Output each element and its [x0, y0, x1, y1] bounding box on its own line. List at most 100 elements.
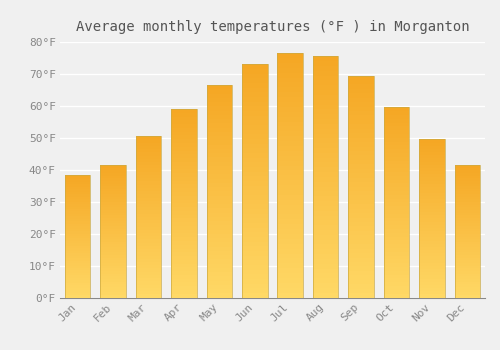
- Bar: [278, 53, 303, 298]
- Bar: [278, 102, 303, 107]
- Bar: [171, 181, 196, 184]
- Bar: [313, 71, 338, 76]
- Bar: [278, 131, 303, 136]
- Bar: [242, 106, 268, 111]
- Bar: [136, 226, 162, 230]
- Bar: [242, 288, 268, 293]
- Bar: [348, 258, 374, 262]
- Bar: [278, 170, 303, 175]
- Bar: [419, 203, 444, 206]
- Bar: [348, 204, 374, 209]
- Bar: [348, 164, 374, 169]
- Bar: [313, 187, 338, 191]
- Bar: [242, 158, 268, 162]
- Bar: [136, 207, 162, 210]
- Bar: [206, 230, 232, 234]
- Bar: [65, 206, 90, 209]
- Bar: [384, 111, 409, 115]
- Bar: [100, 295, 126, 298]
- Bar: [384, 142, 409, 146]
- Bar: [348, 231, 374, 235]
- Bar: [278, 244, 303, 248]
- Bar: [419, 266, 444, 269]
- Bar: [419, 146, 444, 149]
- Bar: [278, 253, 303, 258]
- Bar: [278, 63, 303, 68]
- Bar: [278, 175, 303, 180]
- Bar: [454, 205, 480, 207]
- Bar: [419, 275, 444, 279]
- Bar: [454, 250, 480, 252]
- Bar: [100, 263, 126, 266]
- Bar: [419, 291, 444, 294]
- Bar: [313, 158, 338, 162]
- Bar: [136, 175, 162, 178]
- Bar: [136, 172, 162, 175]
- Bar: [136, 217, 162, 220]
- Bar: [348, 116, 374, 120]
- Bar: [454, 279, 480, 282]
- Bar: [136, 291, 162, 294]
- Bar: [313, 56, 338, 298]
- Bar: [100, 266, 126, 268]
- Bar: [65, 246, 90, 248]
- Bar: [278, 83, 303, 88]
- Bar: [384, 157, 409, 161]
- Bar: [419, 288, 444, 291]
- Bar: [384, 176, 409, 180]
- Bar: [206, 289, 232, 293]
- Bar: [136, 146, 162, 149]
- Bar: [100, 271, 126, 274]
- Bar: [206, 85, 232, 298]
- Bar: [206, 259, 232, 264]
- Bar: [384, 229, 409, 233]
- Bar: [171, 135, 196, 139]
- Bar: [136, 178, 162, 181]
- Bar: [206, 255, 232, 259]
- Bar: [313, 216, 338, 220]
- Bar: [136, 204, 162, 207]
- Bar: [348, 191, 374, 195]
- Bar: [171, 241, 196, 245]
- Bar: [419, 285, 444, 288]
- Bar: [65, 194, 90, 197]
- Bar: [242, 256, 268, 260]
- Bar: [100, 186, 126, 189]
- Bar: [242, 181, 268, 186]
- Bar: [348, 248, 374, 253]
- Bar: [242, 167, 268, 172]
- Bar: [348, 155, 374, 160]
- Bar: [348, 147, 374, 151]
- Bar: [65, 268, 90, 271]
- Bar: [136, 246, 162, 249]
- Bar: [65, 263, 90, 266]
- Bar: [384, 279, 409, 282]
- Bar: [242, 64, 268, 69]
- Bar: [313, 56, 338, 61]
- Bar: [171, 275, 196, 279]
- Bar: [136, 268, 162, 272]
- Bar: [242, 241, 268, 246]
- Bar: [171, 245, 196, 248]
- Bar: [384, 195, 409, 199]
- Bar: [454, 242, 480, 245]
- Bar: [384, 168, 409, 172]
- Bar: [136, 252, 162, 256]
- Bar: [348, 240, 374, 244]
- Bar: [206, 132, 232, 136]
- Bar: [171, 173, 196, 177]
- Bar: [242, 195, 268, 199]
- Bar: [206, 111, 232, 115]
- Bar: [419, 196, 444, 200]
- Bar: [454, 295, 480, 298]
- Bar: [136, 285, 162, 288]
- Bar: [419, 257, 444, 260]
- Bar: [206, 276, 232, 280]
- Bar: [384, 248, 409, 252]
- Bar: [419, 231, 444, 234]
- Bar: [384, 282, 409, 286]
- Bar: [136, 136, 162, 298]
- Bar: [419, 159, 444, 162]
- Bar: [171, 282, 196, 286]
- Bar: [136, 281, 162, 285]
